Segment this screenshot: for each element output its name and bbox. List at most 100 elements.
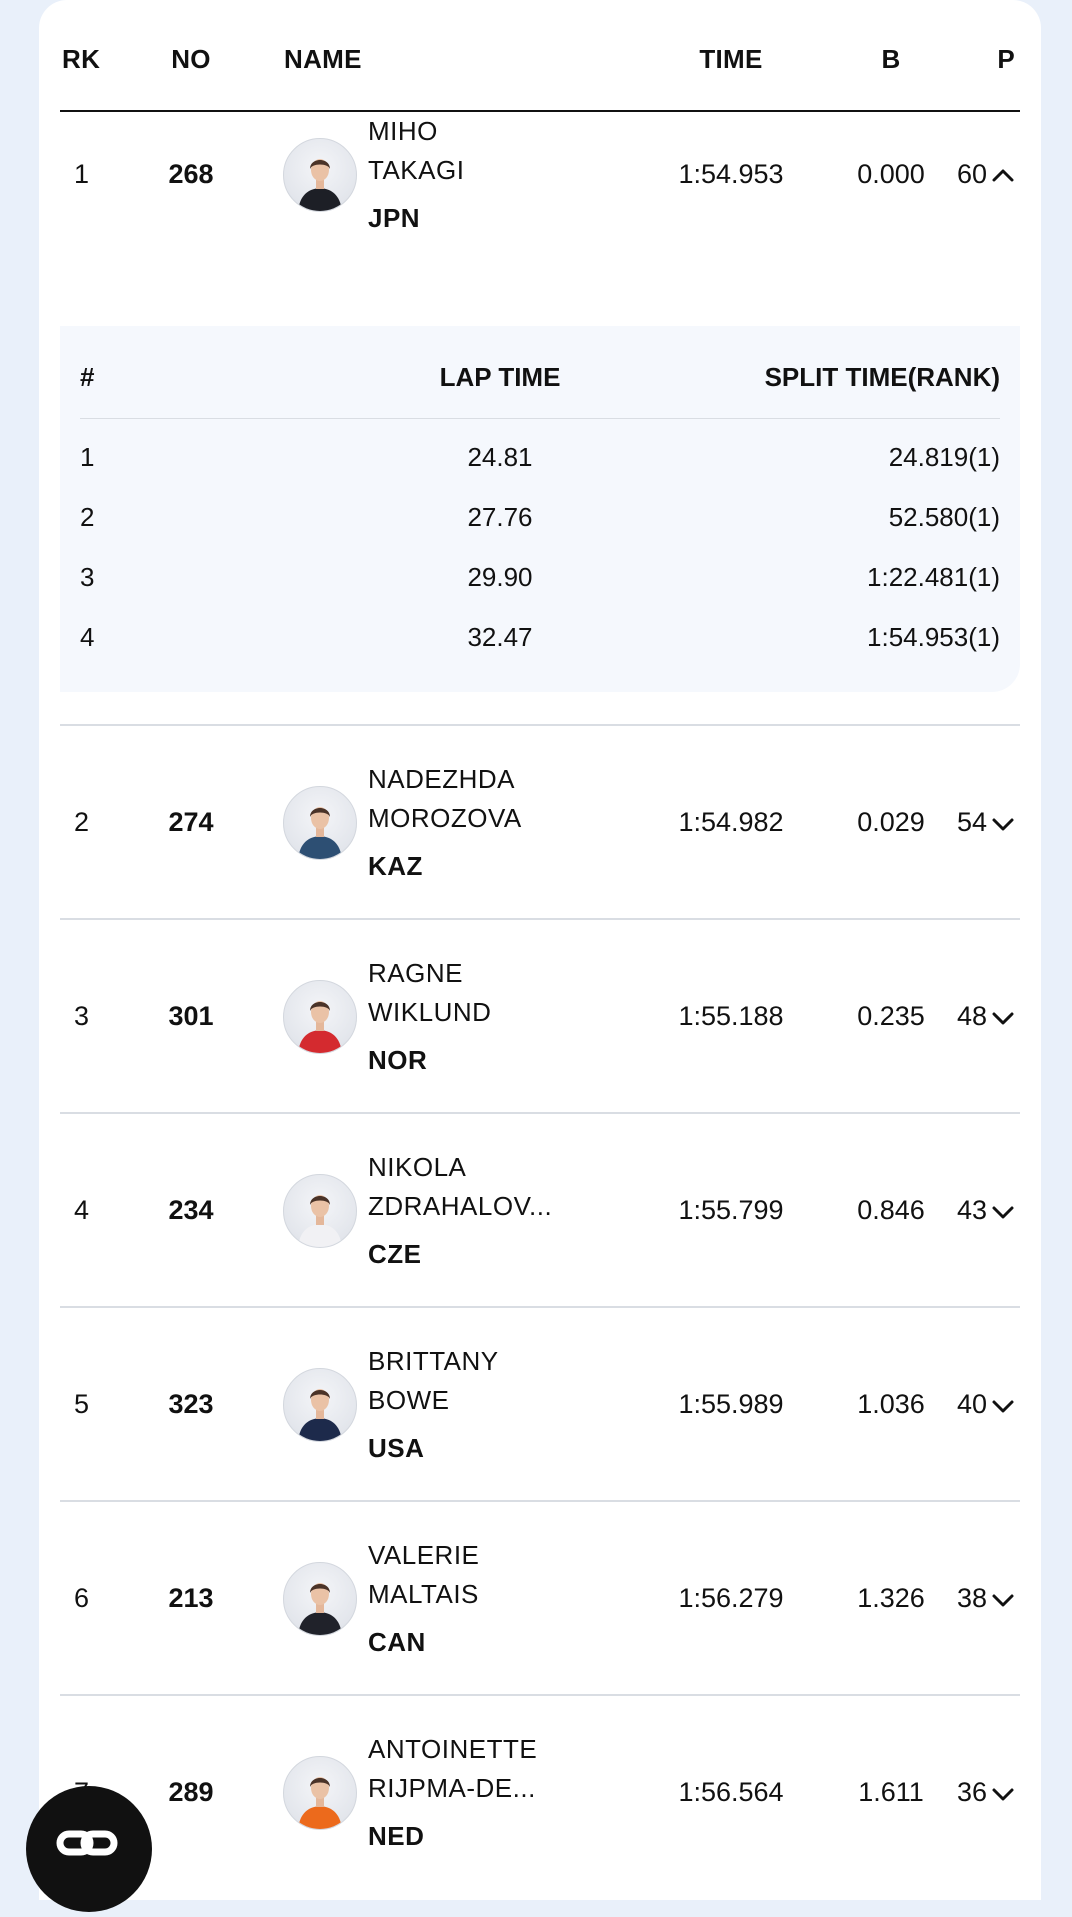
lap-time: 32.47 (467, 622, 533, 652)
result-row[interactable]: 5 323 BRITTANY BOWE USA 1:55.989 1.036 40 (60, 1308, 1020, 1502)
points-cell: 36 (920, 1777, 1015, 1808)
nationality-code: JPN (368, 203, 421, 233)
expand-toggle[interactable] (987, 1195, 1015, 1225)
behind-cell: 1.036 (857, 1389, 925, 1419)
behind-cell: 0.235 (857, 1001, 925, 1031)
bib-number-cell: 274 (168, 807, 214, 837)
athlete-avatar (283, 980, 357, 1054)
points-cell: 48 (920, 1001, 1015, 1032)
split-time-rank: 24.819(1) (888, 442, 1000, 472)
nationality-code: CZE (368, 1239, 422, 1269)
result-row[interactable]: 3 301 RAGNE WIKLUND NOR 1:55.188 0.235 48 (60, 920, 1020, 1114)
behind-cell: 0.846 (857, 1195, 925, 1225)
athlete-last-name: RIJPMA-DE... (368, 1773, 536, 1803)
split-header-lap-time: LAP TIME (439, 362, 561, 392)
row-divider (60, 1694, 1020, 1696)
points-cell: 43 (920, 1195, 1015, 1226)
result-row[interactable]: 7289ANTOINETTERIJPMA-DE...NED1:56.5641.6… (60, 1696, 1020, 1890)
points-cell: 54 (920, 807, 1015, 838)
split-times-panel: # LAP TIME SPLIT TIME(RANK) 1 24.81 24.819… (60, 326, 1020, 692)
chevron-down-icon (992, 1012, 1014, 1025)
behind-cell: 0.000 (857, 159, 925, 189)
expand-toggle[interactable] (987, 1777, 1015, 1807)
lap-number: 2 (80, 502, 95, 532)
rank-cell: 1 (74, 159, 90, 189)
bib-number-cell: 323 (168, 1389, 214, 1419)
results-card (39, 0, 1041, 1900)
points-value: 60 (956, 159, 987, 189)
athlete-name: MIHO TAKAGI (368, 112, 568, 190)
points-cell: 40 (920, 1389, 1015, 1420)
behind-cell: 0.029 (857, 807, 925, 837)
header-points: P (997, 44, 1015, 74)
row-divider (60, 1500, 1020, 1502)
header-name: NAME (284, 44, 362, 74)
time-cell: 1:55.989 (678, 1389, 784, 1419)
points-value: 38 (956, 1583, 987, 1613)
athlete-avatar (283, 786, 357, 860)
chevron-down-icon (992, 1400, 1014, 1413)
time-cell: 1:55.188 (678, 1001, 784, 1031)
nationality-code: USA (368, 1433, 425, 1463)
result-row[interactable]: 6 213 VALERIE MALTAIS CAN 1:56.279 1.326 38 (60, 1502, 1020, 1696)
nationality-code: KAZ (368, 851, 423, 881)
rank-cell: 6 (74, 1583, 90, 1613)
expand-toggle[interactable] (987, 1389, 1015, 1419)
athlete-avatar (283, 138, 357, 212)
rank-cell: 2 (74, 807, 90, 837)
bib-number-cell: 234 (168, 1195, 214, 1225)
expand-toggle[interactable] (987, 1583, 1015, 1613)
result-row[interactable]: 1 268 MIHO TAKAGI JPN 1:54.953 0.000 60 (60, 112, 1020, 418)
bib-number-cell: 268 (168, 159, 214, 189)
expand-toggle[interactable] (987, 159, 1015, 189)
expand-toggle[interactable] (987, 1001, 1015, 1031)
athlete-first-name: NIKOLA (368, 1152, 467, 1182)
bib-number-cell: 301 (168, 1001, 214, 1031)
behind-cell: 1.611 (858, 1777, 924, 1807)
athlete-last-name: WIKLUND (368, 997, 492, 1027)
points-value: 36 (956, 1777, 987, 1807)
athlete-first-name: BRITTANY (368, 1346, 499, 1376)
split-header-split-time: SPLIT TIME(RANK) (764, 362, 1000, 392)
result-row[interactable]: 2 274 NADEZHDA MOROZOVA KAZ 1:54.982 0.029 54 (60, 726, 1020, 920)
rank-cell: 3 (74, 1001, 90, 1031)
athlete-avatar (283, 1756, 357, 1830)
chat-bubble-icon (56, 1830, 118, 1856)
header-behind: B (881, 44, 901, 74)
athlete-name: VALERIE MALTAIS (368, 1536, 568, 1614)
expand-toggle[interactable] (987, 807, 1015, 837)
time-cell: 1:54.982 (678, 807, 784, 837)
points-value: 48 (956, 1001, 987, 1031)
chevron-down-icon (992, 1594, 1014, 1607)
lap-number: 4 (80, 622, 95, 652)
chevron-down-icon (992, 1206, 1014, 1219)
nationality-code: NOR (368, 1045, 428, 1075)
athlete-last-name: MOROZOVA (368, 803, 522, 833)
athlete-name: NADEZHDA MOROZOVA (368, 760, 568, 838)
split-header-lap: # (80, 362, 95, 392)
time-cell: 1:55.799 (678, 1195, 784, 1225)
bib-number-cell: 289 (168, 1777, 214, 1807)
chevron-down-icon (992, 818, 1014, 831)
rank-cell: 4 (74, 1195, 90, 1225)
lap-time: 27.76 (467, 502, 533, 532)
chat-bubble-button[interactable] (26, 1786, 152, 1912)
result-row[interactable]: 4 234 NIKOLA ZDRAHALOV... CZE 1:55.799 0.846 43 (60, 1114, 1020, 1308)
split-header-divider (80, 418, 1000, 419)
points-cell: 60 (920, 159, 1015, 190)
athlete-name: ANTOINETTE RIJPMA-DE... (368, 1730, 568, 1808)
athlete-first-name: NADEZHDA (368, 764, 516, 794)
split-time-rank: 1:54.953(1) (867, 622, 1000, 652)
points-cell: 38 (920, 1583, 1015, 1614)
split-time-rank: 52.580(1) (888, 502, 1000, 532)
athlete-name: NIKOLA ZDRAHALOV... (368, 1148, 568, 1226)
athlete-avatar (283, 1174, 357, 1248)
athlete-last-name: TAKAGI (368, 155, 465, 185)
row-divider (60, 724, 1020, 726)
athlete-avatar (283, 1368, 357, 1442)
bib-number-cell: 213 (168, 1583, 214, 1613)
lap-number: 3 (80, 562, 95, 592)
nationality-code: NED (368, 1821, 425, 1851)
athlete-first-name: MIHO (368, 116, 438, 146)
header-time: TIME (699, 44, 763, 74)
